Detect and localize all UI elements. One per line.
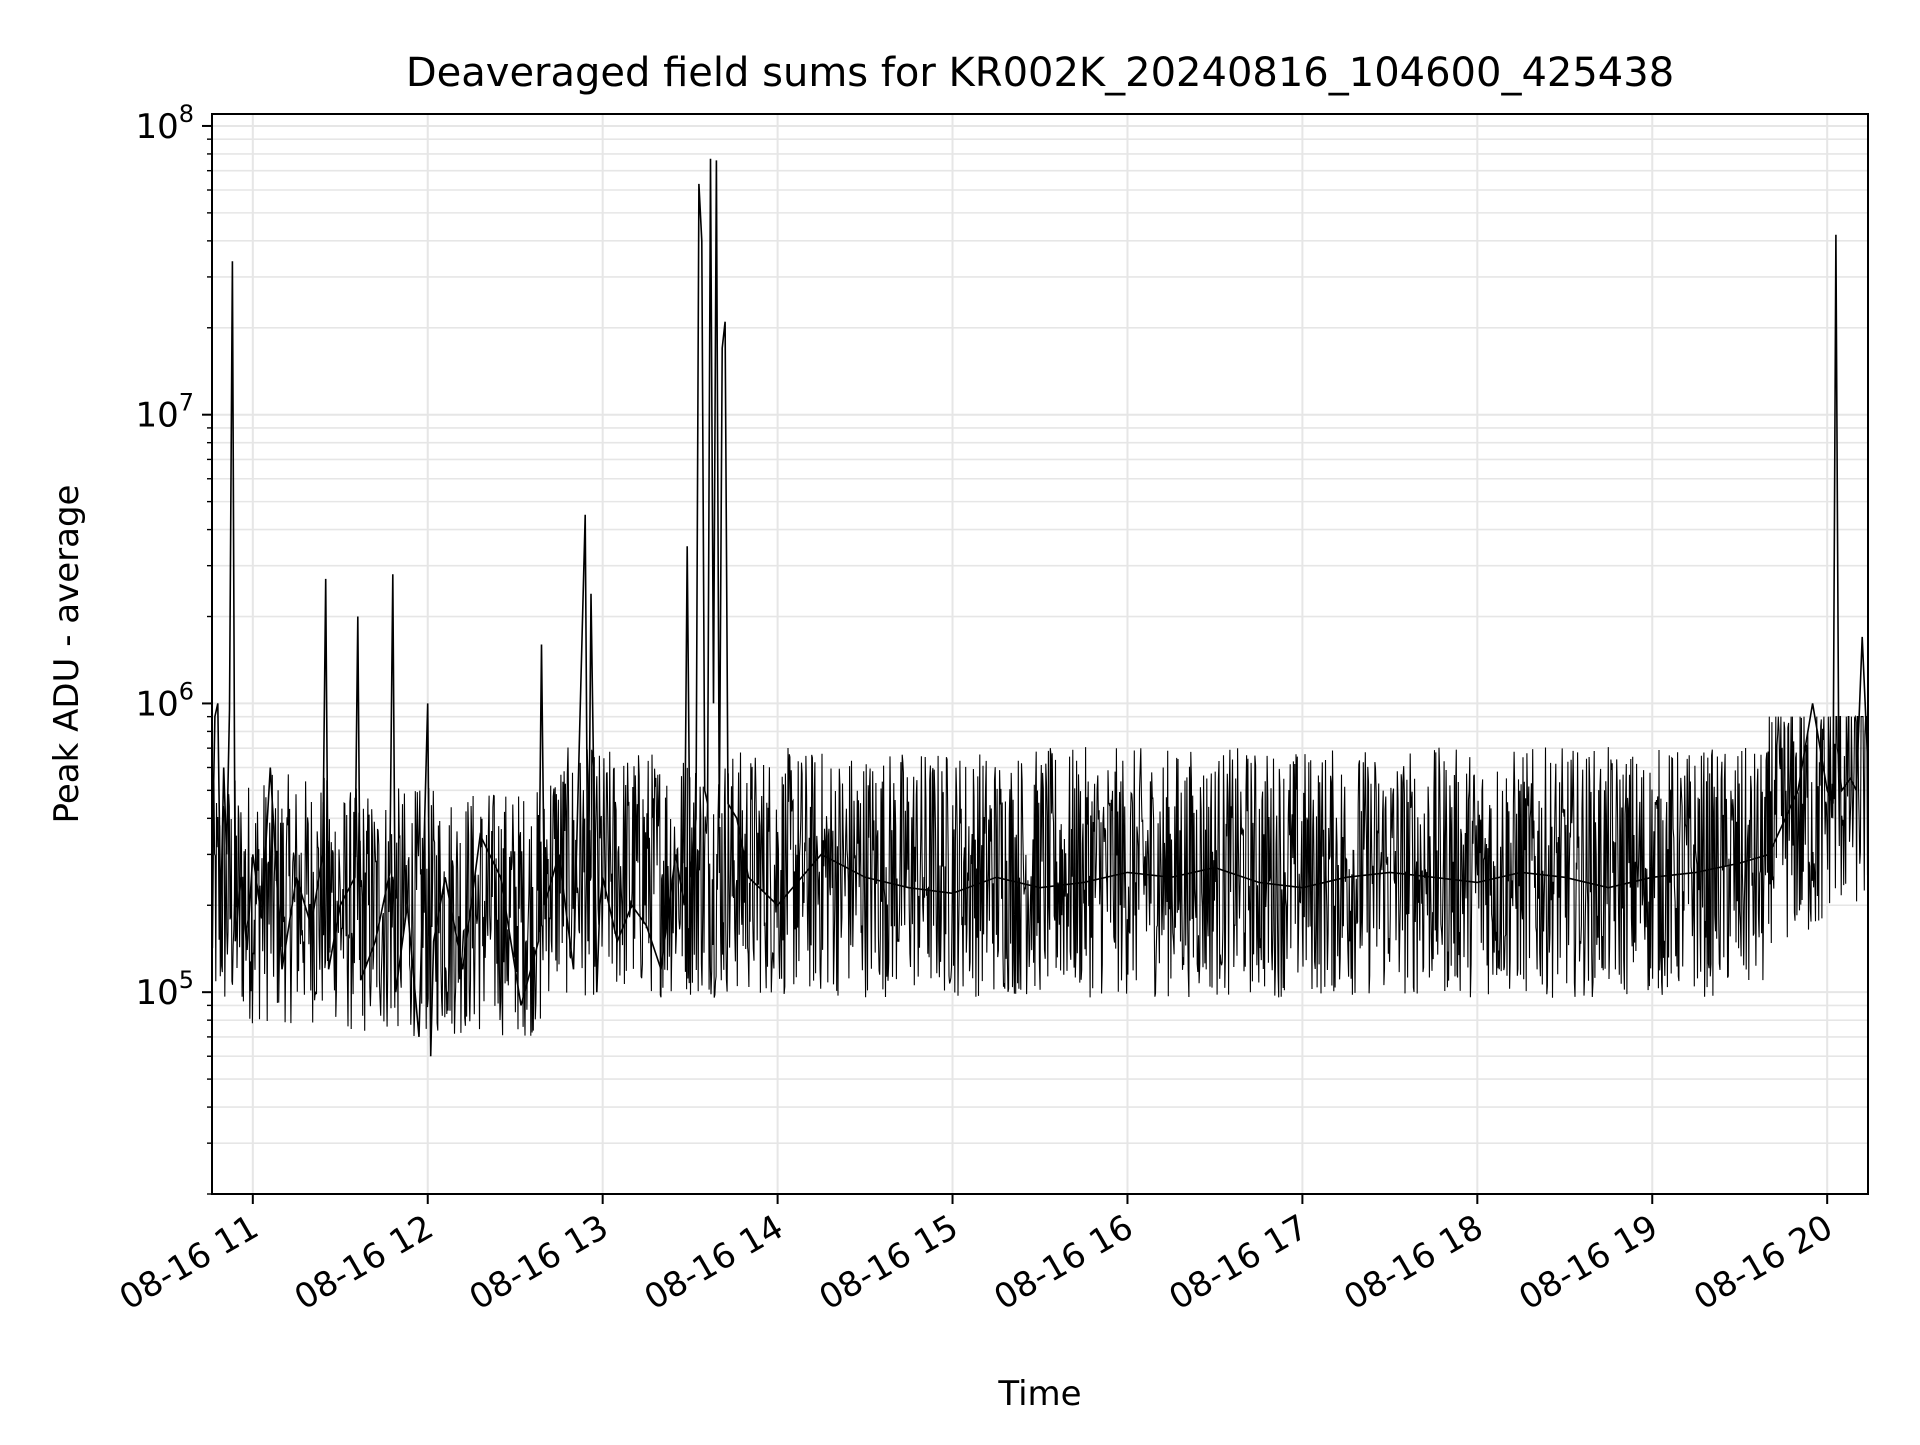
y-tick-label: 108 [135,100,194,147]
series-layer [211,158,1869,1057]
plot-frame [211,113,1869,1195]
y-axis-label: Peak ADU - average [47,485,87,824]
y-tick-label: 107 [135,389,194,436]
chart-title: Deaveraged field sums for KR002K_2024081… [406,50,1674,96]
series-noise-band [211,714,1869,1037]
y-tick-label: 106 [135,677,194,724]
y-tick-label: 105 [135,966,194,1013]
x-axis-label: Time [997,1374,1081,1414]
